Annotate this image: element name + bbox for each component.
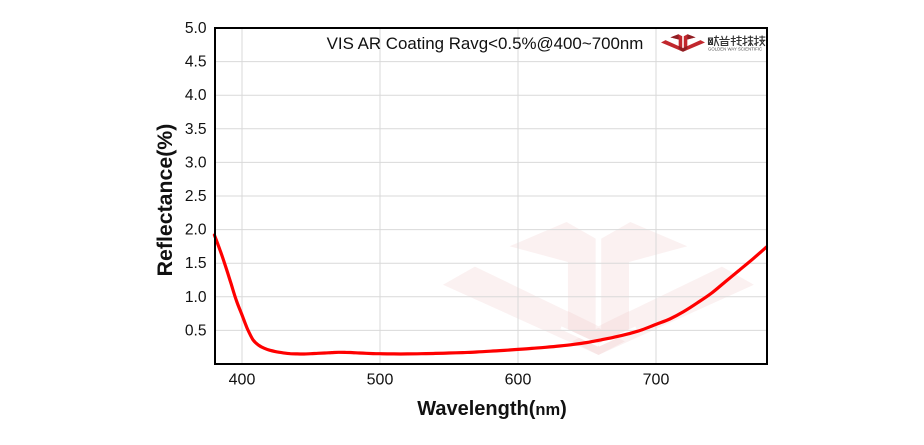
svg-text:2.0: 2.0	[185, 222, 207, 239]
svg-text:2.5: 2.5	[185, 188, 207, 205]
svg-text:4.0: 4.0	[185, 87, 207, 104]
svg-text:4.5: 4.5	[185, 54, 207, 71]
svg-text:1.5: 1.5	[185, 255, 207, 272]
svg-text:3.5: 3.5	[185, 121, 207, 138]
svg-text:Reflectance(%): Reflectance(%)	[153, 124, 177, 277]
svg-text:GOLDEN WAY SCIENTIFIC: GOLDEN WAY SCIENTIFIC	[708, 47, 762, 52]
svg-text:500: 500	[367, 372, 394, 389]
svg-text:Wavelength(nm): Wavelength(nm)	[417, 398, 567, 420]
svg-text:400: 400	[229, 372, 256, 389]
svg-text:3.0: 3.0	[185, 154, 207, 171]
svg-text:600: 600	[505, 372, 532, 389]
svg-text:1.0: 1.0	[185, 289, 207, 306]
svg-text:VIS AR Coating Ravg<0.5%@400~7: VIS AR Coating Ravg<0.5%@400~700nm	[327, 34, 644, 53]
svg-text:5.0: 5.0	[185, 20, 207, 37]
svg-text:700: 700	[643, 372, 670, 389]
svg-text:0.5: 0.5	[185, 322, 207, 339]
